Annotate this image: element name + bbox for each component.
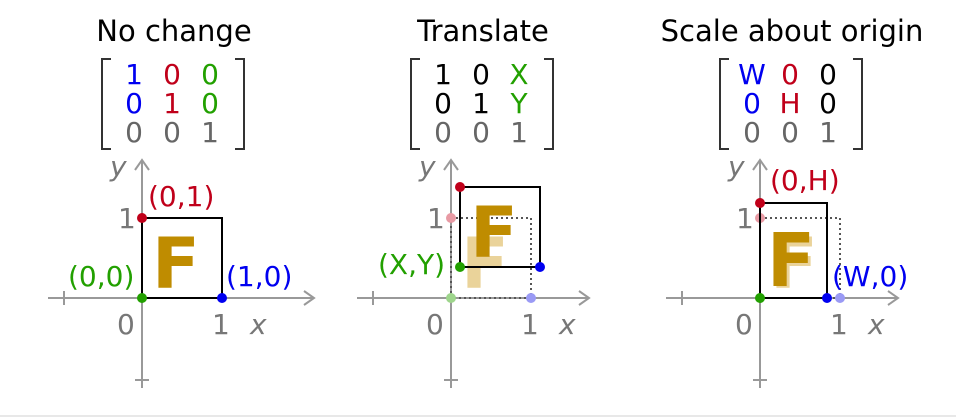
matrix-cell: 1	[472, 87, 490, 120]
matrix-cell: 0	[434, 116, 452, 149]
point-right-faded	[835, 293, 845, 303]
tick-label-y1: 1	[118, 202, 136, 235]
tick-label-y1: 1	[736, 202, 754, 235]
matrix-grid: 1 0 0 0 1 0 0 0 1	[115, 60, 229, 147]
unit-square	[141, 217, 223, 299]
matrix-cell: 0	[743, 87, 761, 120]
x-axis-label: x	[249, 308, 267, 341]
matrix-bracket-left	[101, 58, 111, 150]
point-top	[755, 198, 765, 208]
matrix-cell: 1	[510, 116, 528, 149]
transform-matrix: 1 0 0 0 1 0 0 0 1	[101, 58, 245, 150]
panel-scale: Scale about origin W 0 0 0 H 0 0 0 1 y x…	[642, 0, 942, 417]
matrix-cell: 1	[201, 116, 219, 149]
matrix-bracket-left	[719, 58, 729, 150]
matrix-cell: 0	[201, 58, 219, 91]
label-top: (0,H)	[770, 164, 840, 197]
f-glyph: F	[767, 218, 815, 304]
coordinate-plot: y x 0 1 1 F F (0,H) (W,0)	[666, 150, 908, 388]
matrix-bracket-right	[235, 58, 245, 150]
matrix-cell: 1	[125, 58, 143, 91]
tick-label-0: 0	[735, 308, 753, 341]
tick-label-0: 0	[117, 308, 135, 341]
scaled-rectangle	[759, 202, 828, 299]
label-right: (W,0)	[832, 260, 908, 293]
matrix-cell: 0	[819, 87, 837, 120]
matrix-cell: 0	[743, 116, 761, 149]
tick-label-x1: 1	[521, 308, 539, 341]
transform-matrix: W 0 0 0 H 0 0 0 1	[719, 58, 863, 150]
matrix-bracket-right	[544, 58, 554, 150]
x-axis-label: x	[867, 308, 885, 341]
y-axis-arrow	[443, 158, 459, 171]
point-origin-faded	[446, 293, 456, 303]
matrix-cell: 0	[125, 116, 143, 149]
x-axis-label: x	[558, 308, 576, 341]
panel-title: No change	[96, 14, 252, 48]
label-origin: (0,0)	[68, 260, 134, 293]
matrix-cell: 0	[434, 87, 452, 120]
matrix-grid: W 0 0 0 H 0 0 0 1	[733, 60, 847, 147]
matrix-cell: 0	[125, 87, 143, 120]
point-top	[137, 213, 147, 223]
label-origin: (X,Y)	[378, 248, 445, 281]
point-top-faded	[446, 213, 456, 223]
x-axis-arrow	[303, 290, 316, 306]
panel-translate: Translate 1 0 X 0 1 Y 0 0 1 y x 0 1 1 F	[333, 0, 633, 417]
tick-label-x1: 1	[212, 308, 230, 341]
point-top	[455, 182, 465, 192]
panel-no-change: No change 1 0 0 0 1 0 0 0 1 y x 0 1 1 F	[24, 0, 324, 417]
f-glyph: F	[152, 223, 200, 305]
label-right: (1,0)	[226, 260, 292, 293]
matrix-cell: W	[738, 58, 766, 91]
y-axis-arrow	[752, 158, 768, 171]
panel-title: Translate	[417, 14, 549, 48]
matrix-cell: 0	[201, 87, 219, 120]
matrix-cell: 0	[819, 58, 837, 91]
y-axis-label: y	[727, 150, 745, 183]
point-right	[217, 293, 227, 303]
matrix-cell: 0	[472, 58, 490, 91]
panel-title: Scale about origin	[660, 14, 924, 48]
tick-label-y1: 1	[427, 202, 445, 235]
y-axis-arrow	[134, 158, 150, 171]
matrix-cell: 1	[434, 58, 452, 91]
f-glyph-original: F	[461, 223, 509, 305]
y-axis-label: y	[109, 150, 127, 183]
translated-square	[459, 186, 541, 268]
tick-label-x1: 1	[830, 308, 848, 341]
matrix-cell: H	[779, 87, 801, 120]
matrix-cell: 0	[781, 58, 799, 91]
matrix-cell: 0	[163, 116, 181, 149]
x-axis-arrow	[578, 290, 591, 306]
coordinate-plot: y x 0 1 1 F F (X,Y)	[357, 150, 591, 388]
point-right	[535, 262, 545, 272]
matrix-bracket-right	[853, 58, 863, 150]
matrix-cell: 0	[781, 116, 799, 149]
matrix-cell: Y	[510, 87, 528, 120]
coordinate-plot: y x 0 1 1 F (0,0) (0,1) (1,0)	[48, 150, 316, 388]
point-origin	[455, 262, 465, 272]
f-glyph: F	[470, 192, 518, 274]
matrix-bracket-left	[410, 58, 420, 150]
point-right-faded	[526, 293, 536, 303]
point-right	[822, 293, 832, 303]
label-top: (0,1)	[148, 180, 214, 213]
tick-label-0: 0	[426, 308, 444, 341]
transform-matrix: 1 0 X 0 1 Y 0 0 1	[410, 58, 554, 150]
matrix-cell: 0	[163, 58, 181, 91]
y-axis-label: y	[418, 150, 436, 183]
original-square	[450, 217, 532, 299]
f-glyph-original: F	[770, 223, 818, 305]
matrix-cell: X	[509, 58, 529, 91]
matrix-cell: 1	[819, 116, 837, 149]
point-origin	[755, 293, 765, 303]
bottom-divider	[0, 415, 956, 417]
matrix-cell: 1	[163, 87, 181, 120]
matrix-grid: 1 0 X 0 1 Y 0 0 1	[424, 60, 538, 147]
point-origin	[137, 293, 147, 303]
matrix-cell: 0	[472, 116, 490, 149]
x-axis-arrow	[887, 290, 900, 306]
